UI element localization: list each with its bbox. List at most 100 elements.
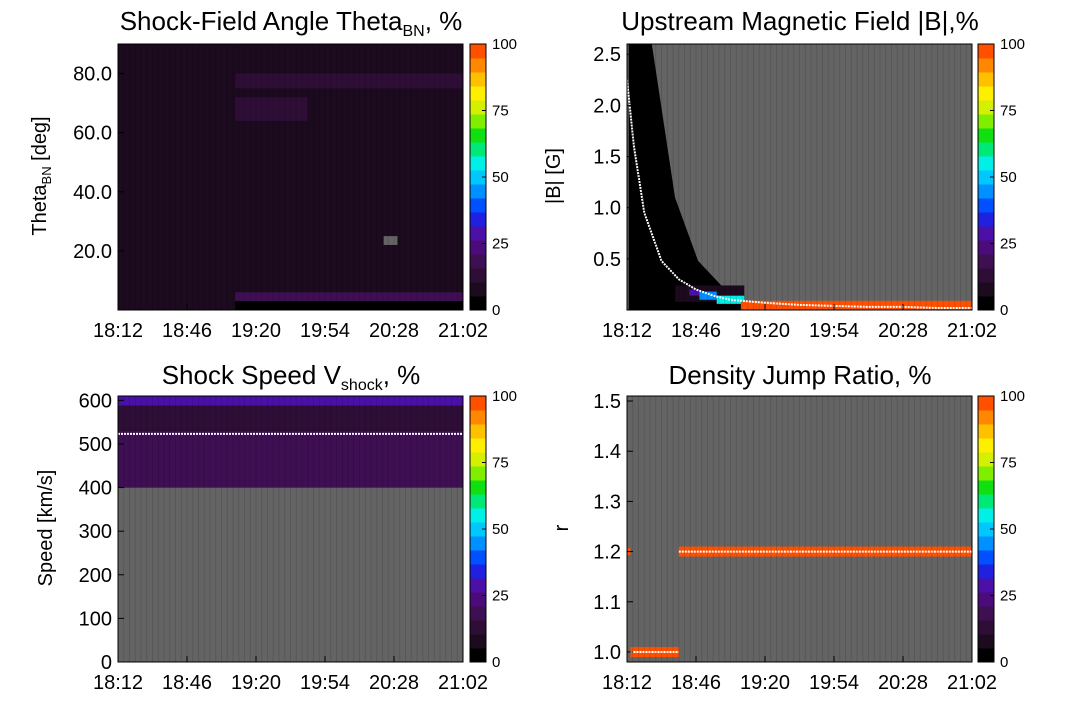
ylabel-main: Speed [km/s] <box>35 470 57 587</box>
colorbar-segment <box>470 254 486 269</box>
no-data-region <box>118 487 463 662</box>
y-axis-label: Speed [km/s] <box>35 470 57 587</box>
colorbar-tick-label: 50 <box>492 169 509 186</box>
x-tick-label: 19:20 <box>740 672 790 694</box>
colorbar-segment <box>470 100 486 115</box>
plot-frame <box>117 43 464 311</box>
y-tick-label: 1.2 <box>593 542 621 564</box>
heat-cell <box>740 300 972 310</box>
title-main: Shock-Field Angle Theta <box>120 6 403 36</box>
colorbar-segment <box>978 410 994 425</box>
colorbar-segment <box>470 550 486 565</box>
y-tick-label: 1.5 <box>593 147 621 169</box>
colorbar-segment <box>470 620 486 635</box>
colorbar-segment <box>978 564 994 579</box>
colorbar-segment <box>470 212 486 227</box>
colorbar-segment <box>978 44 994 59</box>
heat-cell <box>118 396 463 406</box>
colorbar-segment <box>978 550 994 565</box>
ylabel-main: Theta <box>29 184 51 236</box>
colorbar-segment <box>470 142 486 157</box>
plot-content <box>118 44 463 310</box>
panel-theta: Shock-Field Angle ThetaBN, % ThetaBN [de… <box>29 6 517 342</box>
colorbar-tick-label: 100 <box>492 36 517 53</box>
colorbar-tick-label: 100 <box>1000 388 1025 405</box>
heat-band <box>628 44 745 310</box>
colorbar-segment <box>470 268 486 283</box>
colorbar-segment <box>978 620 994 635</box>
colorbar-segment <box>470 592 486 607</box>
colorbar-tick-label: 25 <box>1000 236 1017 253</box>
y-tick-label: 300 <box>79 521 112 543</box>
colorbar-segment <box>978 536 994 551</box>
colorbar-tick-label: 25 <box>492 588 509 605</box>
x-tick-label: 20:28 <box>369 320 419 342</box>
x-tick-label: 19:54 <box>809 672 859 694</box>
colorbar-segment <box>470 114 486 129</box>
colorbar-segment <box>978 212 994 227</box>
colorbar-tick-label: 25 <box>1000 588 1017 605</box>
colorbar-segment <box>470 296 486 311</box>
colorbar-segment <box>470 522 486 537</box>
colorbar-tick-label: 50 <box>492 521 509 538</box>
colorbar-segment <box>470 536 486 551</box>
panel-title: Density Jump Ratio, % <box>669 360 932 390</box>
colorbar-segment <box>470 648 486 663</box>
colorbar-segment <box>470 564 486 579</box>
y-axis-label: |B| [G] <box>543 148 565 204</box>
colorbar-segment <box>470 396 486 411</box>
colorbar-tick-label: 50 <box>1000 169 1017 186</box>
colorbar-tick-label: 75 <box>492 103 509 120</box>
x-tick-label: 19:54 <box>300 672 350 694</box>
median-curve <box>627 79 972 309</box>
x-tick-label: 18:12 <box>93 320 143 342</box>
title-sub: BN <box>403 23 425 40</box>
ylabel-sub: BN <box>39 166 54 184</box>
heat-cell <box>716 295 745 304</box>
colorbar-segment <box>978 198 994 213</box>
x-tick-label: 18:46 <box>162 672 212 694</box>
x-tick-label: 19:54 <box>809 320 859 342</box>
plot-content <box>627 44 972 310</box>
ylabel-main: |B| [G] <box>543 148 565 204</box>
title-main: Shock Speed V <box>162 360 342 390</box>
colorbar-segment <box>978 424 994 439</box>
heat-cell <box>235 301 463 310</box>
title-suffix: , % <box>383 360 421 390</box>
heat-cell <box>235 239 463 251</box>
plot-content <box>118 396 463 662</box>
colorbar-tick-label: 25 <box>492 236 509 253</box>
colorbar-tick-label: 100 <box>492 388 517 405</box>
colorbar-segment <box>978 72 994 87</box>
colorbar-segment <box>978 128 994 143</box>
y-tick-label: 200 <box>79 565 112 587</box>
plot-frame <box>117 395 464 663</box>
colorbar-tick-label: 75 <box>1000 455 1017 472</box>
x-tick-label: 18:12 <box>602 320 652 342</box>
colorbar-segment <box>978 282 994 297</box>
y-tick-label: 20.0 <box>73 241 112 263</box>
colorbar-tick-label: 0 <box>492 302 500 319</box>
colorbar-segment <box>470 86 486 101</box>
y-tick-label: 2.0 <box>593 95 621 117</box>
colorbar-segment <box>978 184 994 199</box>
colorbar-segment <box>470 606 486 621</box>
colorbar-tick-label: 50 <box>1000 521 1017 538</box>
colorbar-segment <box>470 494 486 509</box>
colorbar-segment <box>470 198 486 213</box>
colorbar-tick-label: 75 <box>1000 103 1017 120</box>
plot-frame <box>626 395 973 663</box>
y-tick-label: 1.4 <box>593 441 621 463</box>
x-tick-label: 18:46 <box>162 320 212 342</box>
x-tick-label: 21:02 <box>947 672 997 694</box>
colorbar-segment <box>470 410 486 425</box>
colorbar-segment <box>470 156 486 171</box>
x-tick-label: 21:02 <box>438 320 488 342</box>
y-tick-label: 600 <box>79 390 112 412</box>
x-tick-label: 18:46 <box>671 672 721 694</box>
panel-density: Density Jump Ratio, % r 1.0 1.1 1.2 1.3 1.4 1… <box>551 360 1025 694</box>
plot-content <box>627 396 972 662</box>
y-tick-label: 1.5 <box>593 391 621 413</box>
y-tick-label: 1.0 <box>593 198 621 220</box>
